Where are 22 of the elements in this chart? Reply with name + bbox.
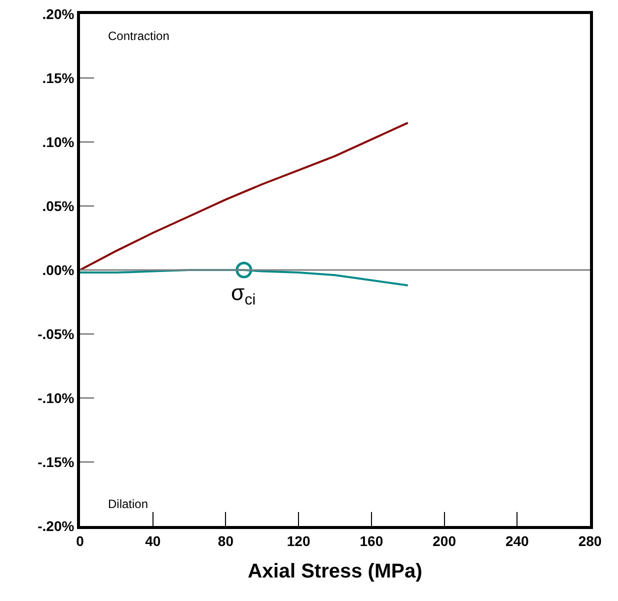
annotation: Contraction	[108, 29, 170, 43]
x-tick-label: 280	[578, 532, 602, 549]
y-tick-label: -.20%	[38, 518, 75, 534]
annotation: Dilation	[108, 497, 148, 511]
line-series	[80, 122, 409, 271]
y-tick-label: -.15%	[38, 454, 75, 470]
x-tick-label: 80	[218, 532, 234, 549]
y-tick-label: .10%	[42, 134, 75, 150]
x-tick-label: 0	[76, 532, 84, 549]
y-tick-label: .15%	[42, 70, 75, 86]
x-tick-label: 200	[432, 532, 456, 549]
y-tick-label: -.10%	[38, 390, 75, 406]
x-tick-label: 240	[505, 532, 530, 549]
x-axis-title: Axial Stress (MPa)	[248, 560, 422, 582]
x-tick-label: 120	[286, 532, 310, 549]
annotation: σ$_{ci}$	[231, 280, 256, 309]
y-tick-label: .05%	[42, 198, 75, 214]
x-tick-label: 40	[145, 532, 161, 549]
x-tick-label: 160	[360, 532, 384, 549]
y-tick-label: .20%	[42, 6, 75, 22]
y-tick-label: -.05%	[38, 326, 75, 342]
y-tick-label: .00%	[42, 262, 75, 278]
